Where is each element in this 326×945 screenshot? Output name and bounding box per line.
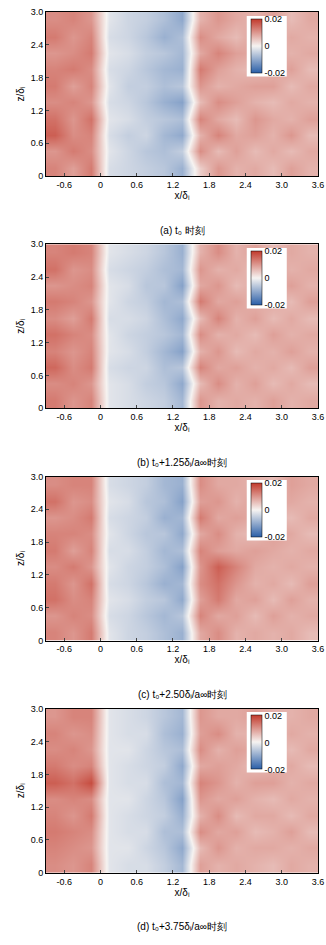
svg-text:x/δᵢ: x/δᵢ bbox=[175, 190, 190, 201]
svg-text:2.4: 2.4 bbox=[239, 180, 252, 190]
svg-text:2.4: 2.4 bbox=[31, 40, 44, 50]
svg-text:1.8: 1.8 bbox=[203, 180, 216, 190]
svg-text:0: 0 bbox=[98, 877, 103, 887]
svg-text:0.02: 0.02 bbox=[265, 711, 283, 721]
svg-text:z/δᵢ: z/δᵢ bbox=[15, 783, 26, 798]
svg-text:0: 0 bbox=[38, 403, 43, 413]
svg-text:-0.6: -0.6 bbox=[56, 412, 72, 422]
svg-text:(d) t₀+3.75δᵢ/a∞时刻: (d) t₀+3.75δᵢ/a∞时刻 bbox=[137, 921, 227, 932]
svg-text:-0.6: -0.6 bbox=[56, 877, 72, 887]
svg-text:-0.02: -0.02 bbox=[265, 765, 286, 775]
svg-text:-0.02: -0.02 bbox=[265, 68, 286, 78]
svg-text:3.0: 3.0 bbox=[275, 412, 288, 422]
svg-text:3.6: 3.6 bbox=[312, 877, 325, 887]
svg-text:0.02: 0.02 bbox=[265, 478, 283, 488]
svg-text:x/δᵢ: x/δᵢ bbox=[175, 887, 190, 898]
svg-text:0.6: 0.6 bbox=[130, 877, 143, 887]
svg-text:0: 0 bbox=[38, 171, 43, 181]
svg-text:1.8: 1.8 bbox=[31, 770, 44, 780]
svg-text:1.2: 1.2 bbox=[167, 180, 180, 190]
svg-text:1.2: 1.2 bbox=[31, 338, 44, 348]
svg-text:2.4: 2.4 bbox=[31, 272, 44, 282]
svg-text:0: 0 bbox=[98, 412, 103, 422]
svg-text:-0.02: -0.02 bbox=[265, 300, 286, 310]
svg-text:1.8: 1.8 bbox=[203, 877, 216, 887]
svg-text:3.0: 3.0 bbox=[31, 704, 44, 714]
svg-text:3.0: 3.0 bbox=[31, 7, 44, 17]
svg-text:0.02: 0.02 bbox=[265, 14, 283, 24]
svg-text:0: 0 bbox=[265, 41, 270, 51]
svg-text:0.6: 0.6 bbox=[31, 603, 44, 613]
svg-text:(c) t₀+2.50δᵢ/a∞时刻: (c) t₀+2.50δᵢ/a∞时刻 bbox=[138, 689, 227, 700]
svg-text:0: 0 bbox=[38, 636, 43, 646]
svg-text:0: 0 bbox=[98, 644, 103, 654]
svg-text:2.4: 2.4 bbox=[239, 877, 252, 887]
svg-text:1.2: 1.2 bbox=[167, 644, 180, 654]
svg-text:1.8: 1.8 bbox=[203, 412, 216, 422]
svg-text:1.2: 1.2 bbox=[167, 412, 180, 422]
svg-text:1.8: 1.8 bbox=[31, 537, 44, 547]
svg-text:1.2: 1.2 bbox=[31, 802, 44, 812]
svg-text:0.6: 0.6 bbox=[31, 138, 44, 148]
svg-text:3.6: 3.6 bbox=[312, 180, 325, 190]
svg-text:-0.6: -0.6 bbox=[56, 180, 72, 190]
svg-text:3.0: 3.0 bbox=[275, 180, 288, 190]
svg-text:1.8: 1.8 bbox=[203, 644, 216, 654]
svg-text:2.4: 2.4 bbox=[239, 644, 252, 654]
svg-text:z/δᵢ: z/δᵢ bbox=[15, 551, 26, 566]
svg-text:0: 0 bbox=[265, 738, 270, 748]
svg-text:0: 0 bbox=[98, 180, 103, 190]
svg-text:z/δᵢ: z/δᵢ bbox=[15, 86, 26, 101]
svg-text:(b) t₀+1.25δᵢ/a∞时刻: (b) t₀+1.25δᵢ/a∞时刻 bbox=[137, 457, 227, 468]
svg-text:1.8: 1.8 bbox=[31, 73, 44, 83]
svg-text:2.4: 2.4 bbox=[239, 412, 252, 422]
svg-text:2.4: 2.4 bbox=[31, 737, 44, 747]
svg-text:3.0: 3.0 bbox=[275, 877, 288, 887]
svg-text:1.8: 1.8 bbox=[31, 305, 44, 315]
svg-text:z/δᵢ: z/δᵢ bbox=[15, 318, 26, 333]
svg-text:-0.02: -0.02 bbox=[265, 532, 286, 542]
svg-text:2.4: 2.4 bbox=[31, 504, 44, 514]
svg-text:x/δᵢ: x/δᵢ bbox=[175, 654, 190, 665]
svg-text:3.0: 3.0 bbox=[31, 239, 44, 249]
svg-text:1.2: 1.2 bbox=[31, 570, 44, 580]
svg-text:0: 0 bbox=[265, 505, 270, 515]
svg-text:1.2: 1.2 bbox=[167, 877, 180, 887]
svg-text:3.6: 3.6 bbox=[312, 644, 325, 654]
svg-text:x/δᵢ: x/δᵢ bbox=[175, 422, 190, 433]
svg-text:3.0: 3.0 bbox=[31, 472, 44, 482]
svg-text:0: 0 bbox=[265, 273, 270, 283]
svg-text:-0.6: -0.6 bbox=[56, 644, 72, 654]
svg-text:3.0: 3.0 bbox=[275, 644, 288, 654]
svg-text:0.6: 0.6 bbox=[130, 644, 143, 654]
svg-text:0.6: 0.6 bbox=[130, 412, 143, 422]
svg-text:0.6: 0.6 bbox=[130, 180, 143, 190]
svg-text:0.6: 0.6 bbox=[31, 371, 44, 381]
svg-text:0: 0 bbox=[38, 868, 43, 878]
svg-text:0.6: 0.6 bbox=[31, 835, 44, 845]
svg-text:3.6: 3.6 bbox=[312, 412, 325, 422]
svg-text:(a) t₀ 时刻: (a) t₀ 时刻 bbox=[160, 225, 205, 236]
svg-text:0.02: 0.02 bbox=[265, 246, 283, 256]
svg-text:1.2: 1.2 bbox=[31, 106, 44, 116]
